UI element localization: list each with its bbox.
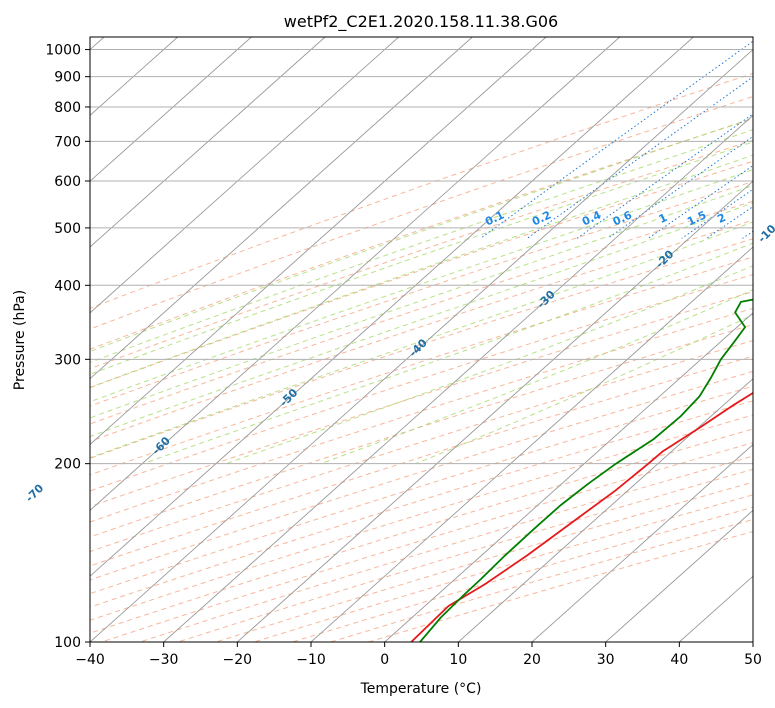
isotherm-line [90, 37, 252, 182]
x-tick-label: 20 [523, 652, 541, 668]
y-tick-label: 700 [54, 134, 81, 150]
mixing-ratio-label: 0.4 [580, 208, 603, 228]
isotherm-line [90, 37, 547, 446]
dry-adiabat-line [90, 95, 753, 330]
mixing-ratio-line [480, 40, 753, 239]
dry-adiabat-line [90, 370, 753, 581]
mixing-ratio-label: 0.2 [530, 208, 553, 228]
dry-adiabat-line [177, 468, 753, 642]
dry-adiabat-line [90, 238, 753, 459]
mixing-ratio-label: 0.6 [611, 208, 634, 228]
isotherm-line [531, 443, 753, 642]
isotherm-line [90, 37, 621, 511]
dry-adiabat-line [139, 455, 753, 642]
isotherm-line [679, 575, 753, 642]
moist-adiabat-line [90, 202, 753, 437]
mixing-ratio-label: 1 [657, 211, 669, 226]
isotherm-line [310, 246, 753, 642]
y-axis: 100 200 300 400 500 600 700 800 900 1000 [45, 43, 90, 651]
isotherm-line [605, 509, 753, 642]
y-tick-label: 500 [54, 221, 81, 237]
isotherm-label: -70 [23, 481, 46, 504]
moist-adiabat-line [90, 129, 753, 364]
isotherm-line [458, 378, 753, 642]
dry-adiabat-line [90, 340, 753, 553]
temperature-profile-line [410, 391, 753, 642]
dry-adiabat-line [330, 518, 753, 642]
chart-title: wetPf2_C2E1.2020.158.11.38.G06 [284, 12, 558, 32]
dry-adiabat-line [90, 200, 753, 425]
isotherm-line [384, 312, 753, 642]
dry-adiabat-line [90, 72, 753, 309]
x-tick-label: 30 [597, 652, 615, 668]
x-tick-label: −20 [223, 652, 253, 668]
dry-adiabat-line [215, 481, 753, 642]
mixing-ratio-label: 1.5 [685, 208, 708, 228]
dry-adiabat-line [101, 442, 753, 642]
isotherm-line [90, 48, 753, 642]
isotherm-line [90, 37, 400, 314]
mixing-ratio-line [769, 37, 775, 238]
mixing-ratio-line [742, 230, 753, 239]
x-tick-label: −40 [75, 652, 105, 668]
y-tick-label: 1000 [45, 43, 81, 59]
x-axis: −40 −30 −20 −10 0 10 20 30 40 50 [75, 642, 762, 668]
moist-adiabat-line [90, 221, 753, 459]
mixing-ratio-line [647, 164, 753, 239]
dry-adiabat-line [90, 181, 753, 407]
moist-adiabat-line [90, 141, 753, 375]
moist-adiabat-line [142, 242, 753, 465]
dewpoint-profile-line [419, 298, 753, 642]
mixing-ratio-line [526, 76, 753, 239]
isotherm-line [237, 180, 753, 642]
dry-adiabat-line [90, 291, 753, 508]
y-tick-label: 200 [54, 457, 81, 473]
dry-adiabat-line [90, 385, 753, 595]
isotherm-line [90, 37, 694, 577]
x-tick-label: 50 [744, 652, 762, 668]
mixing-ratio-label: 0.1 [483, 208, 506, 228]
x-axis-label: Temperature (°C) [360, 681, 482, 697]
mixing-ratio-line [706, 205, 753, 239]
x-tick-label: 10 [449, 652, 467, 668]
moist-adiabat-line [90, 117, 753, 353]
moist-adiabat-line [90, 169, 753, 403]
dry-adiabat-line [90, 118, 753, 350]
mixing-ratio-line [576, 113, 753, 239]
dry-adiabat-line [90, 324, 753, 538]
x-tick-label: −30 [149, 652, 179, 668]
moist-adiabat-line [90, 184, 753, 419]
y-tick-label: 800 [54, 100, 81, 116]
isotherm-line [90, 37, 326, 248]
y-tick-label: 400 [54, 278, 81, 294]
y-axis-label: Pressure (hPa) [12, 290, 28, 390]
y-tick-label: 600 [54, 174, 81, 190]
isotherm-line [90, 37, 473, 380]
moist-adiabat-line [415, 314, 753, 465]
x-tick-label: −10 [296, 652, 326, 668]
x-tick-label: 0 [380, 652, 389, 668]
background-lines [90, 37, 775, 642]
plot-frame [89, 36, 754, 643]
moist-adiabat-line [320, 289, 753, 465]
x-tick-label: 40 [670, 652, 688, 668]
isotherm-line [163, 114, 753, 642]
profile-lines [410, 298, 753, 642]
dry-adiabat-line [90, 414, 753, 621]
moist-adiabat-line [90, 154, 753, 388]
isotherm-line [752, 641, 753, 642]
y-tick-label: 100 [54, 635, 81, 651]
y-tick-label: 900 [54, 70, 81, 86]
isotherm-label: -10 [755, 222, 775, 245]
y-tick-label: 300 [54, 352, 81, 368]
mixing-ratio-line [607, 135, 753, 239]
